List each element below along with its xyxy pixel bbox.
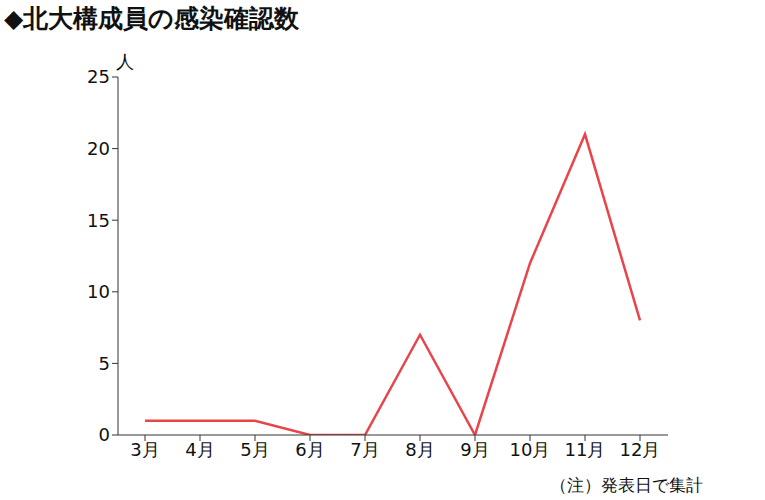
svg-text:3月: 3月 xyxy=(130,439,159,460)
svg-text:6月: 6月 xyxy=(295,439,324,460)
svg-text:5月: 5月 xyxy=(240,439,269,460)
svg-text:12月: 12月 xyxy=(620,439,661,460)
svg-text:7月: 7月 xyxy=(350,439,379,460)
svg-text:10: 10 xyxy=(87,281,110,302)
svg-text:11月: 11月 xyxy=(565,439,606,460)
svg-text:4月: 4月 xyxy=(185,439,214,460)
svg-text:15: 15 xyxy=(87,210,110,231)
svg-text:9月: 9月 xyxy=(460,439,489,460)
html-text:◆北大構成員の感染確認数: ◆北大構成員の感染確認数 xyxy=(4,4,300,33)
svg-text:20: 20 xyxy=(87,138,110,159)
html-text:（注）発表日で集計: （注）発表日で集計 xyxy=(550,475,703,495)
svg-text:0: 0 xyxy=(99,424,110,445)
svg-text:10月: 10月 xyxy=(510,439,551,460)
svg-text:8月: 8月 xyxy=(405,439,434,460)
svg-text:5: 5 xyxy=(99,353,110,374)
svg-text:25: 25 xyxy=(87,66,110,87)
html-text:人: 人 xyxy=(116,51,134,72)
